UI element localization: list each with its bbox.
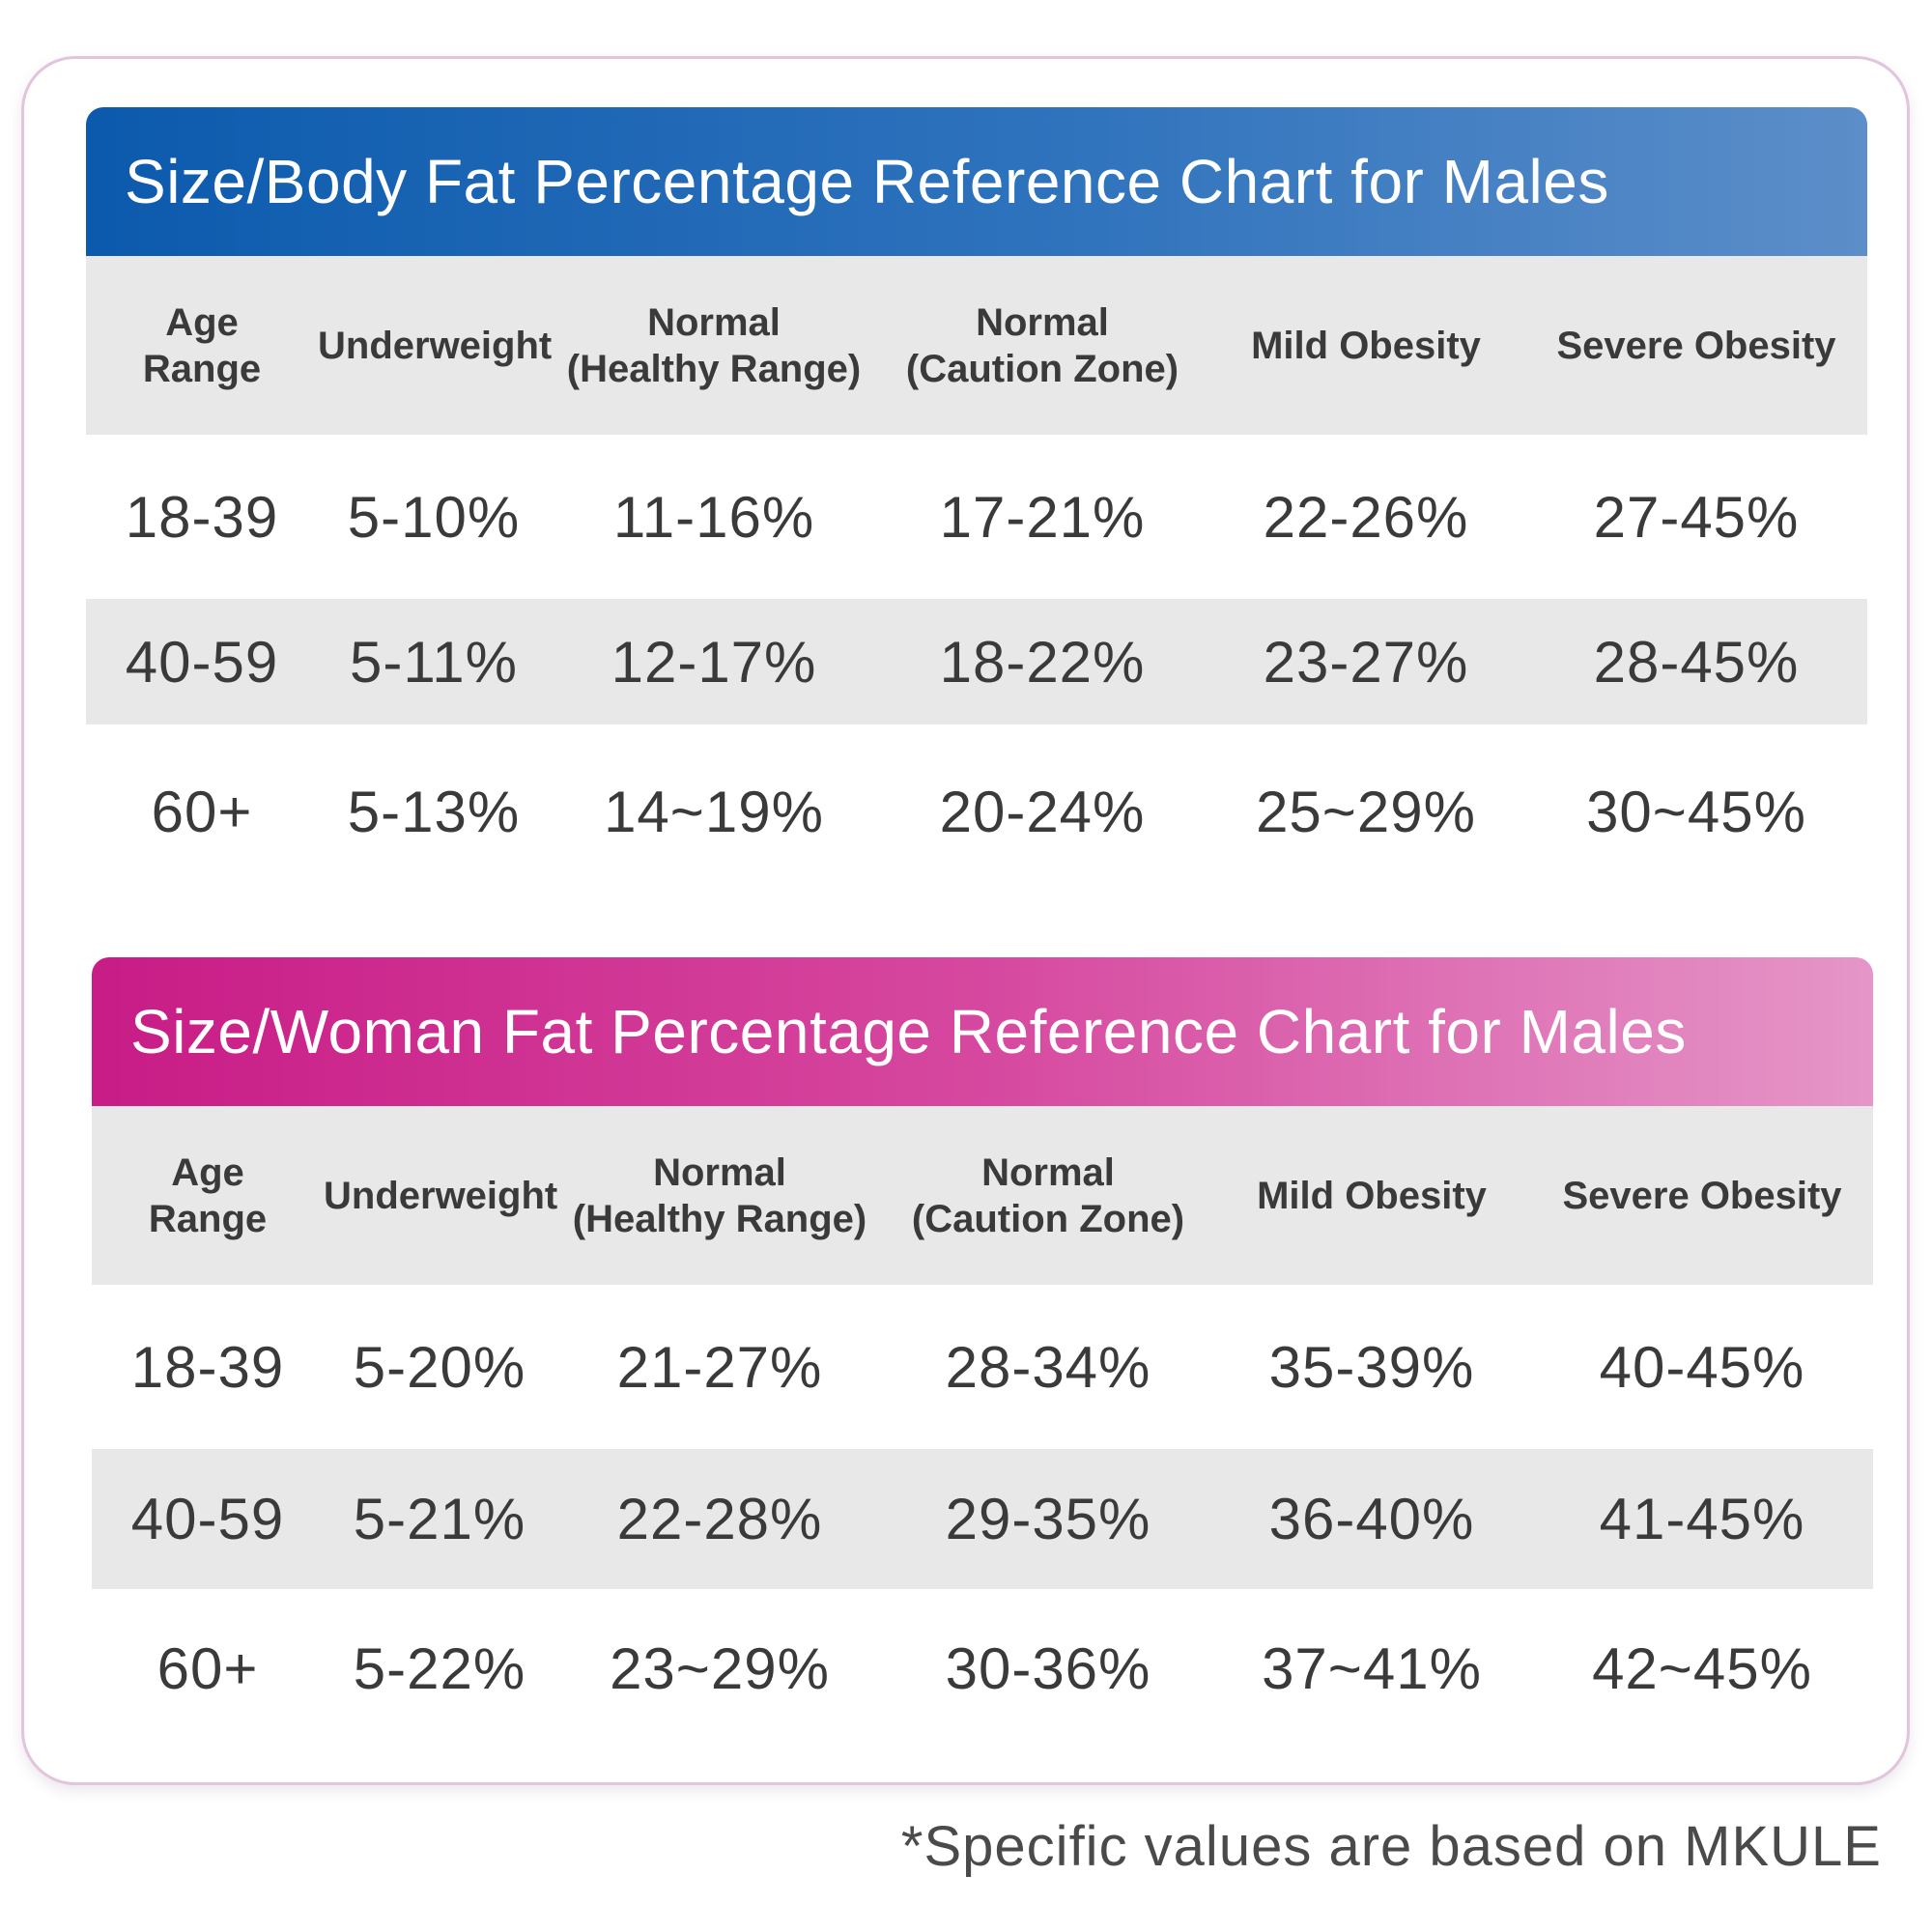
female-row-2-normal-healthy: 22-28% (616, 1487, 823, 1551)
male-row-2-normal-caution: 18-22% (939, 629, 1146, 695)
male-row-3-mild-obesity: 25~29% (1256, 779, 1476, 844)
female-row-1-underweight: 5-20% (353, 1334, 526, 1400)
table-row: 60+ 5-13% 14~19% 20-24% 25~29% 30~45% (86, 724, 1867, 898)
female-header-underweight: Underweight (324, 1174, 558, 1217)
female-header-mild-obesity: Mild Obesity (1257, 1174, 1487, 1217)
female-row-1-age: 18-39 (130, 1334, 285, 1400)
reference-card: Size/Body Fat Percentage Reference Chart… (21, 56, 1910, 1785)
male-header-severe-obesity: Severe Obesity (1556, 324, 1836, 367)
female-row-3-severe-obesity: 42~45% (1592, 1636, 1812, 1701)
male-row-1-severe-obesity: 27-45% (1593, 484, 1800, 550)
female-row-2-severe-obesity: 41-45% (1599, 1487, 1805, 1551)
male-row-2-mild-obesity: 23-27% (1263, 629, 1469, 695)
female-table-header: Age Range Underweight Normal (Healthy Ra… (92, 1106, 1873, 1285)
female-chart-title: Size/Woman Fat Percentage Reference Char… (130, 997, 1687, 1066)
male-row-1-normal-caution: 17-21% (939, 484, 1146, 550)
female-row-3-mild-obesity: 37~41% (1262, 1636, 1482, 1701)
female-row-2-age: 40-59 (130, 1487, 285, 1551)
male-row-1-mild-obesity: 22-26% (1263, 484, 1469, 550)
table-row: 60+ 5-22% 23~29% 30-36% 37~41% 42~45% (92, 1589, 1873, 1748)
male-row-2-underweight: 5-11% (350, 629, 518, 695)
female-row-3-normal-healthy: 23~29% (610, 1636, 830, 1701)
female-row-1-severe-obesity: 40-45% (1599, 1334, 1805, 1400)
female-row-2-underweight: 5-21% (353, 1487, 526, 1551)
male-chart-title: Size/Body Fat Percentage Reference Chart… (125, 147, 1609, 216)
female-row-3-underweight: 5-22% (353, 1636, 526, 1701)
male-row-3-age: 60+ (151, 779, 253, 844)
male-row-2-normal-healthy: 12-17% (611, 629, 817, 695)
male-row-1-normal-healthy: 11-16% (612, 484, 815, 550)
male-header-age-range: Age Range (142, 300, 262, 390)
female-row-3-normal-caution: 30-36% (945, 1636, 1151, 1701)
male-row-2-severe-obesity: 28-45% (1593, 629, 1800, 695)
male-header-mild-obesity: Mild Obesity (1251, 324, 1481, 367)
table-row: 18-39 5-10% 11-16% 17-21% 22-26% 27-45% (86, 435, 1867, 599)
female-row-1-normal-healthy: 21-27% (616, 1334, 823, 1400)
male-row-2-age: 40-59 (125, 629, 279, 695)
male-row-3-normal-healthy: 14~19% (604, 779, 824, 844)
female-header-normal-healthy: Normal (Healthy Range) (572, 1151, 867, 1240)
female-row-3-age: 60+ (156, 1636, 259, 1701)
male-row-1-underweight: 5-10% (347, 484, 521, 550)
female-chart-banner: Size/Woman Fat Percentage Reference Char… (92, 957, 1873, 1106)
table-row: 18-39 5-20% 21-27% 28-34% 35-39% 40-45% (92, 1285, 1873, 1449)
male-row-3-normal-caution: 20-24% (939, 779, 1146, 844)
male-header-underweight: Underweight (318, 324, 553, 367)
female-header-severe-obesity: Severe Obesity (1562, 1174, 1842, 1217)
male-header-normal-healthy: Normal (Healthy Range) (566, 300, 862, 390)
female-header-age-range: Age Range (148, 1151, 268, 1240)
male-table-header: Age Range Underweight Normal (Healthy Ra… (86, 256, 1867, 435)
female-chart-section: Size/Woman Fat Percentage Reference Char… (92, 957, 1873, 1748)
male-row-3-severe-obesity: 30~45% (1586, 779, 1806, 844)
female-row-2-mild-obesity: 36-40% (1268, 1487, 1475, 1551)
female-row-1-mild-obesity: 35-39% (1268, 1334, 1475, 1400)
male-header-normal-caution: Normal (Caution Zone) (905, 300, 1179, 390)
male-chart-banner: Size/Body Fat Percentage Reference Chart… (86, 107, 1867, 256)
male-row-3-underweight: 5-13% (347, 779, 521, 844)
female-row-1-normal-caution: 28-34% (945, 1334, 1151, 1400)
table-row: 40-59 5-11% 12-17% 18-22% 23-27% 28-45% (86, 599, 1867, 724)
footnote: *Specific values are based on MKULE (900, 1815, 1882, 1878)
female-header-normal-caution: Normal (Caution Zone) (911, 1151, 1185, 1240)
table-row: 40-59 5-21% 22-28% 29-35% 36-40% 41-45% (92, 1449, 1873, 1589)
male-chart-section: Size/Body Fat Percentage Reference Chart… (86, 107, 1867, 898)
male-row-1-age: 18-39 (125, 484, 279, 550)
female-row-2-normal-caution: 29-35% (945, 1487, 1151, 1551)
